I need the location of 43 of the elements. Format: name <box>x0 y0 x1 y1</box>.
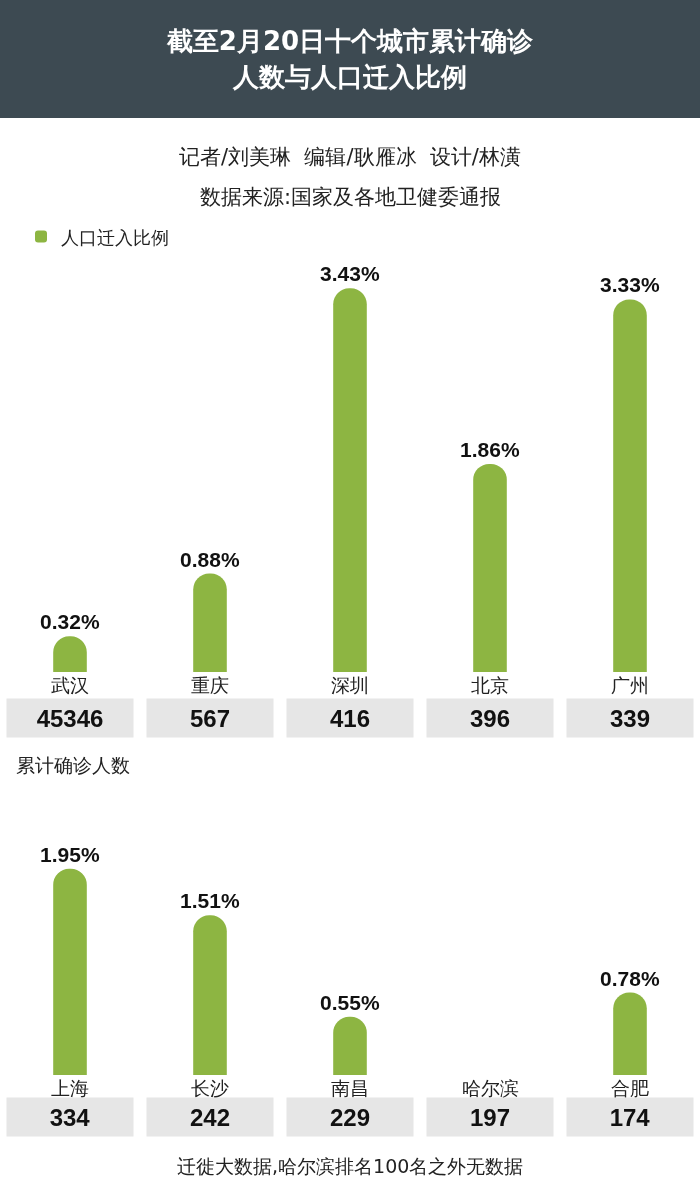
x-tick-label: 南昌 <box>331 1077 369 1099</box>
bar <box>53 868 87 1075</box>
data-label: 1.86% <box>460 437 520 461</box>
x-tick-label: 北京 <box>471 674 509 696</box>
bar <box>333 1016 367 1075</box>
text: 45346 <box>36 704 104 732</box>
text: 174 <box>609 1103 651 1131</box>
x-tick-label: 广州 <box>611 674 649 696</box>
text: 396 <box>469 704 511 732</box>
data-label: 0.32% <box>40 610 100 634</box>
text: 339 <box>609 704 651 732</box>
data-label: 0.55% <box>320 990 380 1014</box>
chart-subtitle: 记者/刘美琳 编辑/耿雁冰 设计/林潢 <box>179 145 521 169</box>
x-tick-label: 重庆 <box>191 674 229 696</box>
text: 242 <box>189 1103 231 1131</box>
x-tick-label: 长沙 <box>191 1077 229 1099</box>
text: 334 <box>49 1103 91 1131</box>
bar <box>193 573 227 672</box>
bar <box>613 299 647 672</box>
data-label: 3.43% <box>320 262 380 286</box>
text: 229 <box>329 1103 371 1131</box>
chart-title: 截至2月20日十个城市累计确诊人数与人口迁入比例 <box>165 24 535 94</box>
text: 累计确诊人数 <box>16 754 130 776</box>
x-tick-label: 哈尔滨 <box>461 1077 519 1099</box>
bar <box>333 288 367 672</box>
bar <box>613 992 647 1075</box>
data-label: 0.78% <box>600 966 660 990</box>
x-tick-label: 上海 <box>51 1077 89 1099</box>
legend-label: 人口迁入比例 <box>61 226 169 248</box>
data-label: 0.88% <box>180 547 240 571</box>
data-label: 3.33% <box>600 273 660 297</box>
bar <box>473 463 507 672</box>
text: 迁徙大数据,哈尔滨排名100名之外无数据 <box>177 1155 524 1177</box>
text: 416 <box>329 704 371 732</box>
data-label: 1.51% <box>180 889 240 913</box>
data-label: 1.95% <box>40 842 100 866</box>
x-tick-label: 深圳 <box>331 674 369 696</box>
text: 567 <box>189 704 231 732</box>
bar <box>193 915 227 1075</box>
x-tick-label: 武汉 <box>51 674 89 696</box>
text: 197 <box>469 1103 511 1131</box>
x-tick-label: 合肥 <box>611 1077 649 1099</box>
source-note: 数据来源:国家及各地卫健委通报 <box>200 185 502 209</box>
